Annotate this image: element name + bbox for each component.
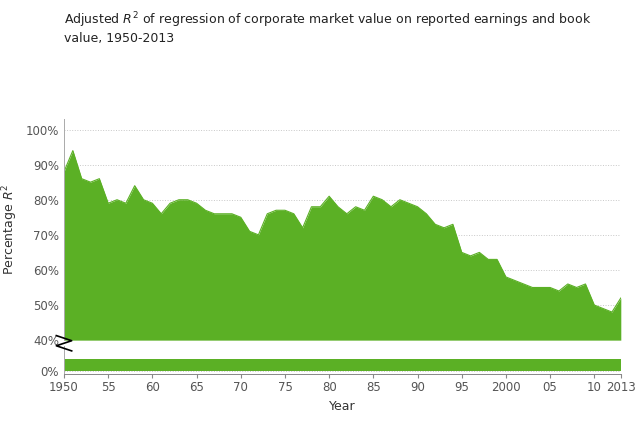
X-axis label: Year: Year bbox=[329, 400, 356, 413]
Text: Adjusted $R^2$ of regression of corporate market value on reported earnings and : Adjusted $R^2$ of regression of corporat… bbox=[64, 11, 591, 45]
Y-axis label: Percentage $R^2$: Percentage $R^2$ bbox=[1, 184, 20, 275]
